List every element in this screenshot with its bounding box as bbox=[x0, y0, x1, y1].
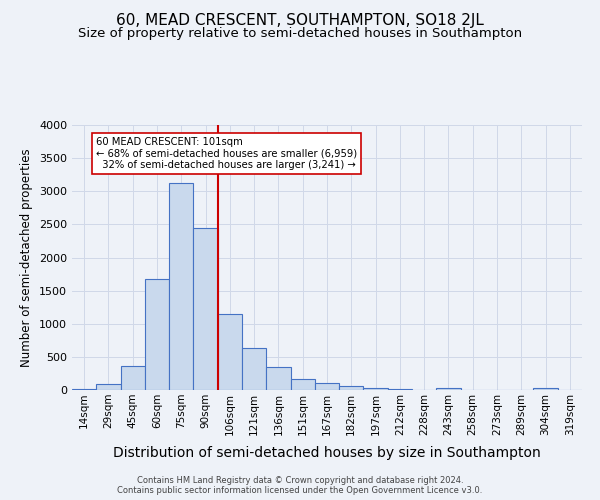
Bar bbox=[145, 278, 169, 390]
Bar bbox=[436, 388, 461, 390]
Bar bbox=[169, 182, 193, 390]
Text: Size of property relative to semi-detached houses in Southampton: Size of property relative to semi-detach… bbox=[78, 28, 522, 40]
Bar bbox=[193, 228, 218, 390]
Y-axis label: Number of semi-detached properties: Number of semi-detached properties bbox=[20, 148, 34, 367]
Text: Contains HM Land Registry data © Crown copyright and database right 2024.: Contains HM Land Registry data © Crown c… bbox=[137, 476, 463, 485]
Bar bbox=[339, 386, 364, 390]
Text: Contains public sector information licensed under the Open Government Licence v3: Contains public sector information licen… bbox=[118, 486, 482, 495]
Bar bbox=[315, 382, 339, 390]
Bar bbox=[388, 389, 412, 390]
Bar bbox=[242, 348, 266, 390]
Bar bbox=[533, 388, 558, 390]
Bar bbox=[364, 388, 388, 390]
Text: 60 MEAD CRESCENT: 101sqm
← 68% of semi-detached houses are smaller (6,959)
  32%: 60 MEAD CRESCENT: 101sqm ← 68% of semi-d… bbox=[96, 137, 358, 170]
Bar bbox=[72, 388, 96, 390]
Text: 60, MEAD CRESCENT, SOUTHAMPTON, SO18 2JL: 60, MEAD CRESCENT, SOUTHAMPTON, SO18 2JL bbox=[116, 12, 484, 28]
Bar bbox=[266, 368, 290, 390]
Bar bbox=[218, 314, 242, 390]
Bar bbox=[96, 384, 121, 390]
Bar bbox=[290, 378, 315, 390]
Bar bbox=[121, 366, 145, 390]
X-axis label: Distribution of semi-detached houses by size in Southampton: Distribution of semi-detached houses by … bbox=[113, 446, 541, 460]
